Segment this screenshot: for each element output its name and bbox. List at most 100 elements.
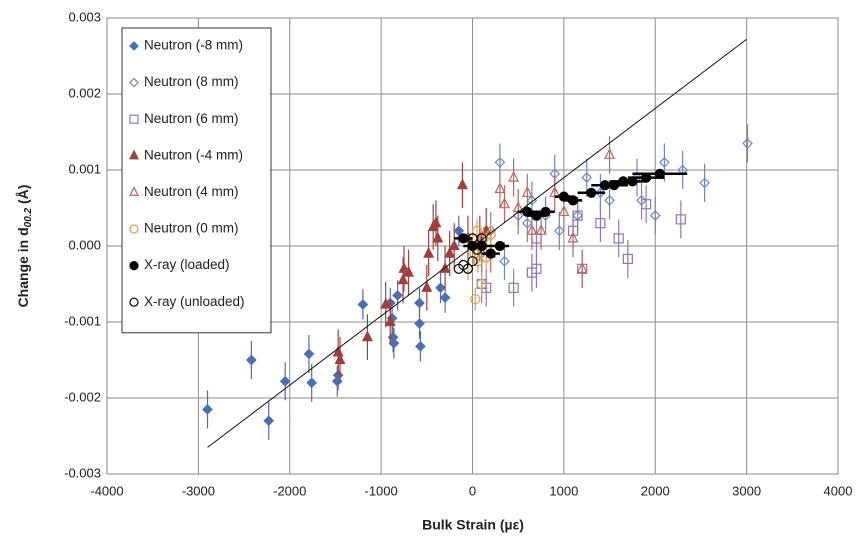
legend-box [121,27,272,334]
marker [499,255,510,267]
marker [531,210,542,221]
x-tick-label: 1000 [549,483,578,498]
marker [567,195,579,206]
marker [521,185,533,197]
marker [361,330,373,342]
marker [444,246,456,258]
marker [471,225,483,236]
x-tick-label: -4000 [90,483,123,498]
marker [604,195,615,206]
marker [129,224,139,234]
marker [357,299,369,310]
y-tick-label: -0.001 [64,313,101,328]
marker [526,195,538,206]
marker [654,168,665,179]
marker [129,77,139,88]
x-tick-label: 0 [469,483,476,498]
y-axis-title: Change in d00.2 (Å) [15,185,34,308]
marker [494,240,506,252]
plot-border [106,17,839,475]
marker [334,353,346,365]
marker [581,172,593,183]
marker [618,176,629,187]
x-tick-label: -1000 [365,483,398,498]
marker [467,233,478,244]
marker [388,337,400,349]
marker [649,210,661,221]
marker [567,231,579,243]
legend-label: X-ray (loaded) [144,257,230,272]
marker [380,297,392,309]
marker [522,206,533,217]
marker [622,253,633,265]
marker [246,354,257,366]
marker [432,231,444,243]
marker [613,233,624,244]
marker [641,199,652,210]
marker [392,290,403,301]
marker [129,297,139,307]
y-title-text: Change in d [15,227,31,307]
x-tick-label: -2000 [273,483,306,498]
marker [423,246,435,258]
marker [641,172,652,183]
y-tick-label: 0.002 [68,85,101,100]
marker [494,182,506,194]
marker [462,263,474,274]
marker [430,216,442,228]
marker [448,239,460,251]
marker [456,178,468,190]
marker [403,265,415,277]
legend-label: X-ray (unloaded) [144,294,245,309]
y-tick-label: -0.003 [64,465,101,480]
marker [595,218,606,229]
x-tick-label: -3000 [182,483,215,498]
marker [414,318,425,329]
legend-label: Neutron (4 mm) [144,184,239,199]
marker [558,204,570,216]
marker [263,415,275,427]
marker [494,157,506,168]
marker [303,348,315,360]
marker [129,149,139,160]
series [454,168,688,259]
legend-label: Neutron (-8 mm) [144,38,243,53]
x-axis-title: Bulk Strain (µε) [422,517,524,533]
x-tick-label: 3000 [732,483,761,498]
y-tick-label: 0.003 [68,9,101,24]
marker [535,223,547,235]
marker [306,377,318,389]
fit-line [207,38,747,448]
marker [521,217,533,229]
legend: Neutron (-8 mm) Neutron (8 mm) Neutron (6 … [121,27,272,334]
marker [414,297,425,309]
x-tick-label: 4000 [824,483,853,498]
marker [453,225,465,237]
marker [508,282,519,293]
marker [531,263,542,274]
marker [485,248,496,259]
marker [384,315,396,327]
marker [595,187,606,199]
marker [659,157,670,168]
marker [675,214,686,225]
marker [499,197,510,209]
marker [742,138,753,149]
marker [558,191,569,202]
marker [398,261,410,273]
marker [604,147,616,159]
marker [435,282,446,294]
y-title-unit: (Å) [15,185,31,208]
y-tick-label: 0.000 [68,237,101,252]
legend-label: Neutron (8 mm) [144,74,239,89]
marker [476,278,487,290]
marker [471,244,483,255]
marker [129,261,139,271]
x-tick-label: 2000 [641,483,670,498]
y-tick-label: 0.001 [68,161,101,176]
marker [599,180,611,191]
marker [526,223,538,235]
marker [202,404,213,415]
legend-label: Neutron (0 mm) [144,221,239,236]
marker [572,210,583,221]
